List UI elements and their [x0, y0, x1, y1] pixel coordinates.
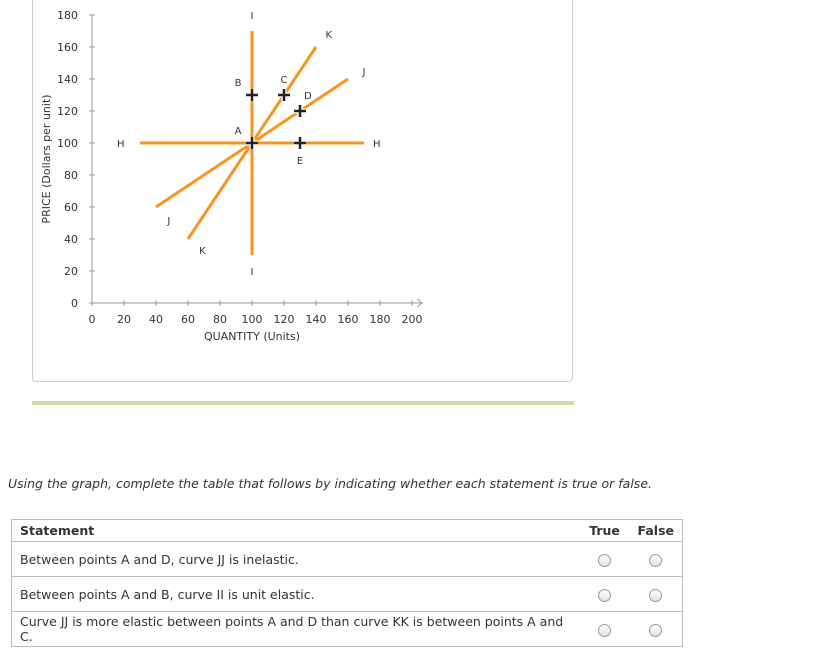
statement-text: Between points A and B, curve II is unit…	[10, 576, 580, 612]
y-tick-label: 80	[64, 169, 78, 182]
x-tick-label: 180	[370, 313, 391, 326]
curve-label-i: I	[251, 11, 254, 22]
table-header-row: Statement True False	[10, 519, 683, 542]
x-tick-label: 120	[274, 313, 295, 326]
y-tick-label: 100	[57, 137, 78, 150]
statement-table: Statement True False Between points A an…	[10, 519, 683, 647]
curve-label-h: H	[373, 139, 381, 150]
true-cell	[579, 576, 630, 612]
false-cell	[629, 541, 683, 577]
point-a-marker	[246, 137, 258, 149]
point-label-d: D	[304, 91, 312, 102]
x-tick-label: 0	[89, 313, 96, 326]
x-tick-label: 160	[338, 313, 359, 326]
y-tick-label: 40	[64, 233, 78, 246]
point-label-e: E	[297, 156, 303, 167]
y-tick-label: 120	[57, 105, 78, 118]
x-tick-label: 140	[306, 313, 327, 326]
true-radio[interactable]	[598, 553, 612, 567]
y-tick-label: 0	[71, 297, 78, 310]
true-header: True	[579, 519, 630, 542]
false-cell	[629, 611, 683, 647]
y-tick-label: 180	[57, 9, 78, 22]
point-b-marker	[246, 89, 258, 101]
statement-text: Curve JJ is more elastic between points …	[10, 611, 580, 647]
true-radio[interactable]	[598, 588, 612, 602]
table-row: Between points A and D, curve JJ is inel…	[10, 541, 683, 577]
x-tick-label: 80	[213, 313, 227, 326]
curve-label-k: K	[326, 30, 333, 41]
point-label-a: A	[235, 126, 242, 137]
section-divider	[32, 401, 574, 405]
true-cell	[579, 541, 630, 577]
true-cell	[579, 611, 630, 647]
statement-header: Statement	[10, 519, 580, 542]
curve-label-k: K	[199, 246, 206, 257]
x-axis-arrow-icon	[416, 298, 423, 308]
false-header: False	[629, 519, 683, 542]
point-label-b: B	[235, 78, 242, 89]
false-radio[interactable]	[649, 553, 663, 567]
elasticity-chart: 0 20 40 60 80 100 120 140 160 180 200 0 20 40 60 80 100 1…	[40, 9, 423, 343]
x-axis-title: QUANTITY (Units)	[204, 330, 300, 343]
table-row: Between points A and B, curve II is unit…	[10, 576, 683, 612]
instruction-text: Using the graph, complete the table that…	[8, 476, 652, 491]
point-label-c: C	[281, 75, 288, 86]
x-tick-label: 60	[181, 313, 195, 326]
point-d-marker	[294, 105, 306, 117]
curve-label-j: J	[362, 67, 366, 78]
x-tick-label: 20	[117, 313, 131, 326]
true-radio[interactable]	[598, 623, 612, 637]
x-tick-label: 200	[402, 313, 423, 326]
point-c-marker	[278, 89, 290, 101]
curve-label-h: H	[117, 139, 125, 150]
table-row: Curve JJ is more elastic between points …	[10, 611, 683, 647]
curve-label-j: J	[166, 216, 170, 227]
curve-label-i: I	[251, 267, 254, 278]
chart-panel	[32, 0, 573, 382]
y-tick-label: 20	[64, 265, 78, 278]
false-cell	[629, 576, 683, 612]
y-tick-label: 60	[64, 201, 78, 214]
x-tick-label: 100	[242, 313, 263, 326]
y-tick-label: 140	[57, 73, 78, 86]
y-axis-title: PRICE (Dollars per unit)	[40, 94, 53, 223]
y-tick-label: 160	[57, 41, 78, 54]
statement-text: Between points A and D, curve JJ is inel…	[10, 541, 580, 577]
x-tick-label: 40	[149, 313, 163, 326]
false-radio[interactable]	[649, 623, 663, 637]
point-e-marker	[294, 137, 306, 149]
false-radio[interactable]	[649, 588, 663, 602]
